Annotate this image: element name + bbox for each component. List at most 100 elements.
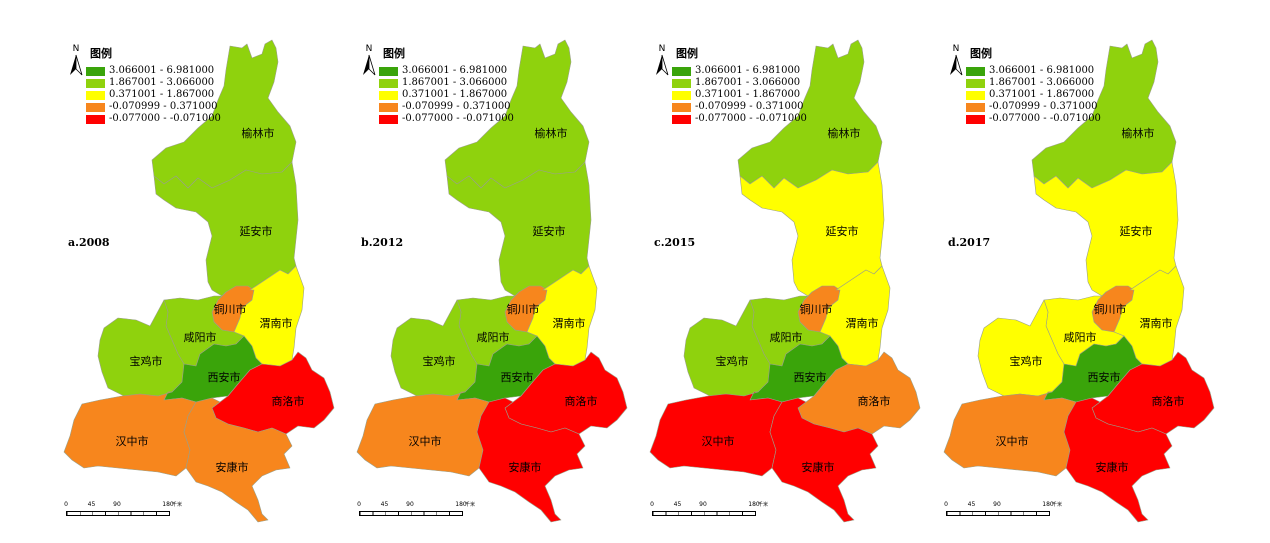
legend-swatch — [379, 78, 398, 88]
legend-item: 1.867001 - 3.066000 — [86, 77, 221, 89]
legend-range-label: 0.371001 - 1.867000 — [989, 89, 1095, 100]
city-label-ankang: 安康市 — [216, 460, 249, 474]
region-ankang — [1063, 397, 1173, 523]
city-label-yanan: 延安市 — [240, 224, 273, 238]
legend-swatch — [86, 114, 105, 124]
city-label-baoji: 宝鸡市 — [716, 354, 749, 368]
city-label-yulin: 榆林市 — [828, 126, 861, 140]
scale-tick-label: 90 — [993, 501, 1001, 508]
legend-swatch — [966, 90, 985, 100]
map-panel: 榆林市 延安市 铜川市 渭南市 咸阳市 宝鸡市 西安市 商洛市 汉中市 安康市 N 图例 3.06600… — [62, 0, 354, 543]
region-hanzhong — [943, 391, 1077, 477]
scale-tick-label: 180 — [162, 501, 174, 508]
legend-range-label: 0.371001 - 1.867000 — [695, 89, 801, 100]
north-letter: N — [952, 44, 960, 54]
legend-item: 0.371001 - 1.867000 — [672, 89, 807, 101]
north-arrow-icon: N — [654, 44, 670, 78]
legend-range-label: 0.371001 - 1.867000 — [109, 89, 215, 100]
legend-range-label: -0.070999 - 0.371000 — [402, 101, 511, 112]
legend: 图例 3.066001 - 6.981000 1.867001 - 3.066000… — [672, 45, 807, 125]
scale-tick-label: 180 — [455, 501, 467, 508]
legend-item: -0.077000 - -0.071000 — [966, 113, 1101, 125]
legend-swatch — [86, 102, 105, 112]
city-label-ankang: 安康市 — [509, 460, 542, 474]
city-label-xian: 西安市 — [501, 370, 534, 384]
scale-tick-label: 45 — [967, 501, 976, 508]
legend-item: 1.867001 - 3.066000 — [379, 77, 514, 89]
city-label-tongchuan: 铜川市 — [507, 302, 540, 316]
north-arrow-icon: N — [361, 44, 377, 78]
legend-swatch — [966, 66, 985, 76]
legend-swatch — [672, 78, 691, 88]
city-label-yulin: 榆林市 — [242, 126, 275, 140]
legend-range-label: 3.066001 - 6.981000 — [109, 65, 215, 76]
legend-item: 0.371001 - 1.867000 — [966, 89, 1101, 101]
city-label-yulin: 榆林市 — [1122, 126, 1155, 140]
scale-tick-label: 180 — [748, 501, 760, 508]
scale-tick-label: 45 — [673, 501, 682, 508]
legend-swatch — [379, 66, 398, 76]
legend: 图例 3.066001 - 6.981000 1.867001 - 3.066000… — [966, 45, 1101, 125]
city-label-hanzhong: 汉中市 — [996, 434, 1029, 448]
legend-title: 图例 — [970, 47, 992, 60]
city-label-hanzhong: 汉中市 — [409, 434, 442, 448]
city-label-xian: 西安市 — [1088, 370, 1121, 384]
legend-item: -0.070999 - 0.371000 — [966, 101, 1101, 113]
legend-swatch — [379, 102, 398, 112]
city-label-shangluo: 商洛市 — [858, 394, 891, 408]
map-panel: 榆林市 延安市 铜川市 渭南市 咸阳市 宝鸡市 西安市 商洛市 汉中市 安康市 N 图例 3.06600… — [648, 0, 940, 543]
city-label-weinan: 渭南市 — [553, 316, 586, 330]
north-letter: N — [658, 44, 666, 54]
city-label-yanan: 延安市 — [826, 224, 859, 238]
region-shangluo — [1091, 351, 1215, 435]
legend-swatch — [672, 114, 691, 124]
scale-bar-line — [359, 511, 463, 516]
legend-item: 3.066001 - 6.981000 — [966, 65, 1101, 77]
scale-tick-label: 180 — [1042, 501, 1054, 508]
scale-bar: 0 45 90 180 千米 — [944, 501, 1086, 525]
legend-swatch — [966, 102, 985, 112]
city-label-baoji: 宝鸡市 — [1010, 354, 1043, 368]
scale-tick-label: 45 — [87, 501, 96, 508]
scale-tick-label: 45 — [380, 501, 389, 508]
city-label-weinan: 渭南市 — [260, 316, 293, 330]
panel-year-label: b.2012 — [361, 236, 404, 249]
region-hanzhong — [649, 391, 783, 477]
panel-year-label: a.2008 — [68, 236, 110, 249]
scale-tick-label: 0 — [357, 501, 361, 508]
scale-tick-label: 0 — [944, 501, 948, 508]
city-label-weinan: 渭南市 — [1140, 316, 1173, 330]
city-label-xian: 西安市 — [208, 370, 241, 384]
legend-swatch — [86, 90, 105, 100]
legend-swatch — [86, 66, 105, 76]
north-arrow-icon: N — [948, 44, 964, 78]
legend-item: 3.066001 - 6.981000 — [672, 65, 807, 77]
city-label-baoji: 宝鸡市 — [423, 354, 456, 368]
legend-title: 图例 — [676, 47, 698, 60]
north-arrow-icon: N — [68, 44, 84, 78]
scale-unit-label: 千米 — [758, 502, 769, 508]
city-label-baoji: 宝鸡市 — [130, 354, 163, 368]
legend-swatch — [379, 114, 398, 124]
legend-item: -0.077000 - -0.071000 — [672, 113, 807, 125]
scale-tick-label: 90 — [699, 501, 707, 508]
scale-unit-label: 千米 — [465, 502, 476, 508]
city-label-xianyang: 咸阳市 — [184, 330, 217, 344]
scale-bar-line — [946, 511, 1050, 516]
legend-swatch — [86, 78, 105, 88]
north-letter: N — [365, 44, 373, 54]
city-label-xianyang: 咸阳市 — [477, 330, 510, 344]
city-label-tongchuan: 铜川市 — [214, 302, 247, 316]
scale-bar: 0 45 90 180 千米 — [357, 501, 499, 525]
scale-tick-label: 90 — [406, 501, 414, 508]
legend-swatch — [966, 78, 985, 88]
panel-year-label: d.2017 — [948, 236, 991, 249]
legend-swatch — [672, 102, 691, 112]
scale-tick-label: 0 — [650, 501, 654, 508]
scale-bar: 0 45 90 180 千米 — [64, 501, 206, 525]
